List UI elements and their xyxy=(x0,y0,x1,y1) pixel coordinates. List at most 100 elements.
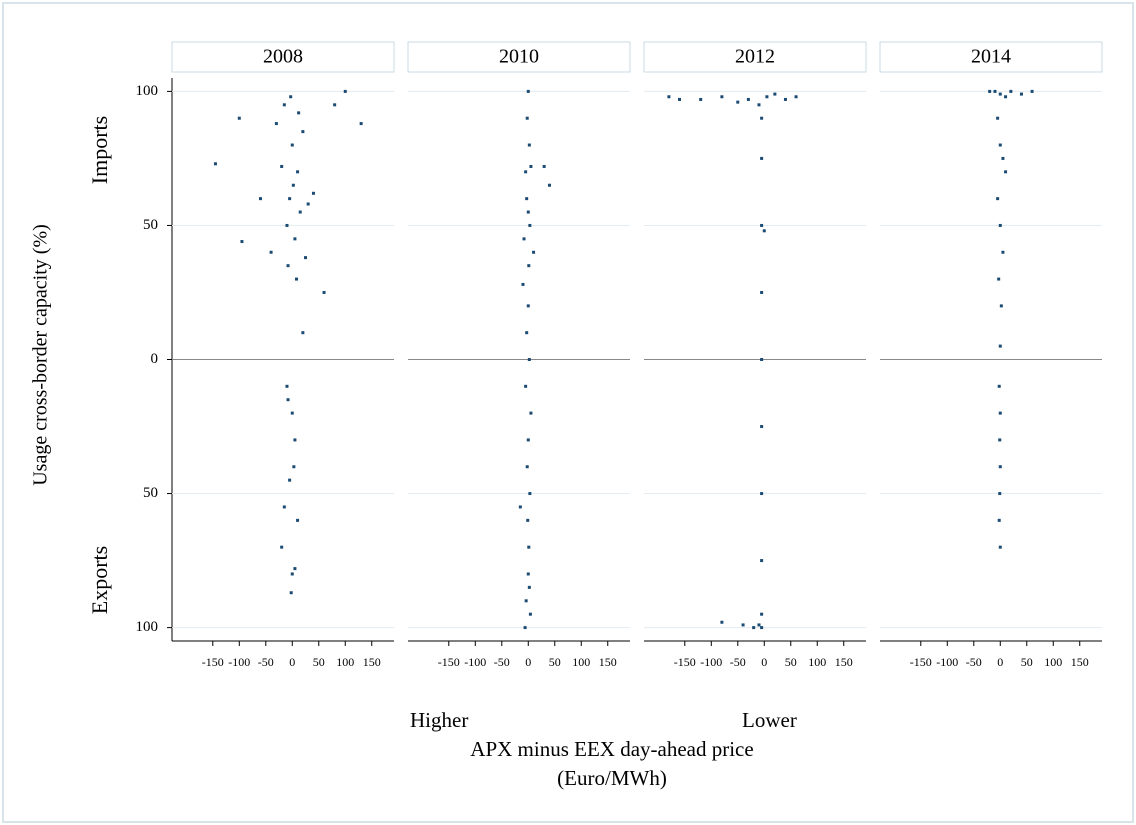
y-tick-label: 100 xyxy=(136,83,159,99)
point xyxy=(996,116,1000,120)
x-axis-title: APX minus EEX day-ahead price xyxy=(470,737,753,761)
x-tick-label: -100 xyxy=(700,655,722,669)
point xyxy=(528,223,532,227)
point xyxy=(765,95,769,99)
point xyxy=(783,97,787,101)
x-tick-label: 150 xyxy=(363,655,381,669)
point xyxy=(285,223,289,227)
point xyxy=(760,559,764,563)
x-tick-label: 0 xyxy=(525,655,531,669)
x-axis-unit: (Euro/MWh) xyxy=(557,766,667,790)
point xyxy=(289,95,293,99)
facet-header xyxy=(879,41,1103,73)
point xyxy=(773,92,777,96)
point xyxy=(525,331,529,335)
point xyxy=(524,599,528,603)
point xyxy=(282,103,286,107)
point xyxy=(1001,250,1005,254)
point xyxy=(547,183,551,187)
x-tick-label: 50 xyxy=(549,655,561,669)
x-tick-label: 0 xyxy=(761,655,767,669)
x-tick-label: -150 xyxy=(674,655,696,669)
y-tick-label: 50 xyxy=(143,217,158,233)
point xyxy=(998,143,1002,147)
x-tick-label: 50 xyxy=(313,655,325,669)
point xyxy=(522,237,526,241)
x-tick-label: 100 xyxy=(572,655,590,669)
point xyxy=(213,162,217,166)
x-tick-label: 150 xyxy=(1071,655,1089,669)
point xyxy=(1004,95,1008,99)
point xyxy=(527,358,531,361)
point xyxy=(521,282,525,286)
point xyxy=(527,143,531,147)
facet-title: 2014 xyxy=(971,46,1011,68)
point xyxy=(1009,89,1013,93)
point xyxy=(794,95,798,99)
x-tick-label: 100 xyxy=(1044,655,1062,669)
x-tick-label: -100 xyxy=(936,655,958,669)
point xyxy=(760,223,764,227)
x-tick-label: -50 xyxy=(730,655,746,669)
point xyxy=(997,518,1001,522)
point xyxy=(760,492,764,496)
point xyxy=(525,465,529,469)
point xyxy=(293,237,297,241)
point xyxy=(290,572,294,576)
point xyxy=(1001,156,1005,160)
point xyxy=(529,164,533,168)
point xyxy=(298,210,302,214)
point xyxy=(526,572,530,576)
point xyxy=(525,197,529,201)
x-tick-label: -150 xyxy=(202,655,224,669)
facet-header xyxy=(407,41,631,73)
facet-title: 2008 xyxy=(263,46,303,68)
point xyxy=(746,97,750,101)
point xyxy=(760,116,764,120)
x-tick-label: 150 xyxy=(835,655,853,669)
point xyxy=(288,478,292,482)
point xyxy=(526,438,530,442)
point xyxy=(306,202,310,206)
point xyxy=(524,384,528,388)
point xyxy=(998,545,1002,549)
point xyxy=(289,591,293,595)
y-axis-title: Usage cross-border capacity (%) xyxy=(30,224,52,486)
point xyxy=(311,191,315,195)
point xyxy=(527,545,531,549)
imports-label: Imports xyxy=(87,116,112,184)
point xyxy=(525,116,529,120)
point xyxy=(292,465,296,469)
x-tick-label: 50 xyxy=(785,655,797,669)
point xyxy=(240,240,244,244)
point xyxy=(736,100,740,104)
point xyxy=(291,183,295,187)
point xyxy=(301,331,305,335)
point xyxy=(667,95,671,99)
point xyxy=(760,358,764,361)
point xyxy=(523,626,527,630)
facet-title: 2010 xyxy=(499,46,539,68)
point xyxy=(526,304,530,308)
point xyxy=(290,411,294,415)
point xyxy=(1004,170,1008,174)
point xyxy=(296,170,300,174)
point xyxy=(998,492,1002,496)
x-tick-label: -50 xyxy=(494,655,510,669)
point xyxy=(998,411,1002,415)
point xyxy=(720,620,724,624)
point xyxy=(288,197,292,201)
point xyxy=(285,384,289,388)
x-tick-label: 100 xyxy=(336,655,354,669)
point xyxy=(343,89,347,93)
point xyxy=(527,264,531,268)
point xyxy=(999,304,1003,308)
point xyxy=(528,612,532,616)
point xyxy=(290,143,294,147)
point xyxy=(282,505,286,509)
point xyxy=(760,290,764,294)
point xyxy=(280,545,284,549)
point xyxy=(518,505,522,509)
point xyxy=(998,438,1002,442)
x-tick-label: 150 xyxy=(599,655,617,669)
